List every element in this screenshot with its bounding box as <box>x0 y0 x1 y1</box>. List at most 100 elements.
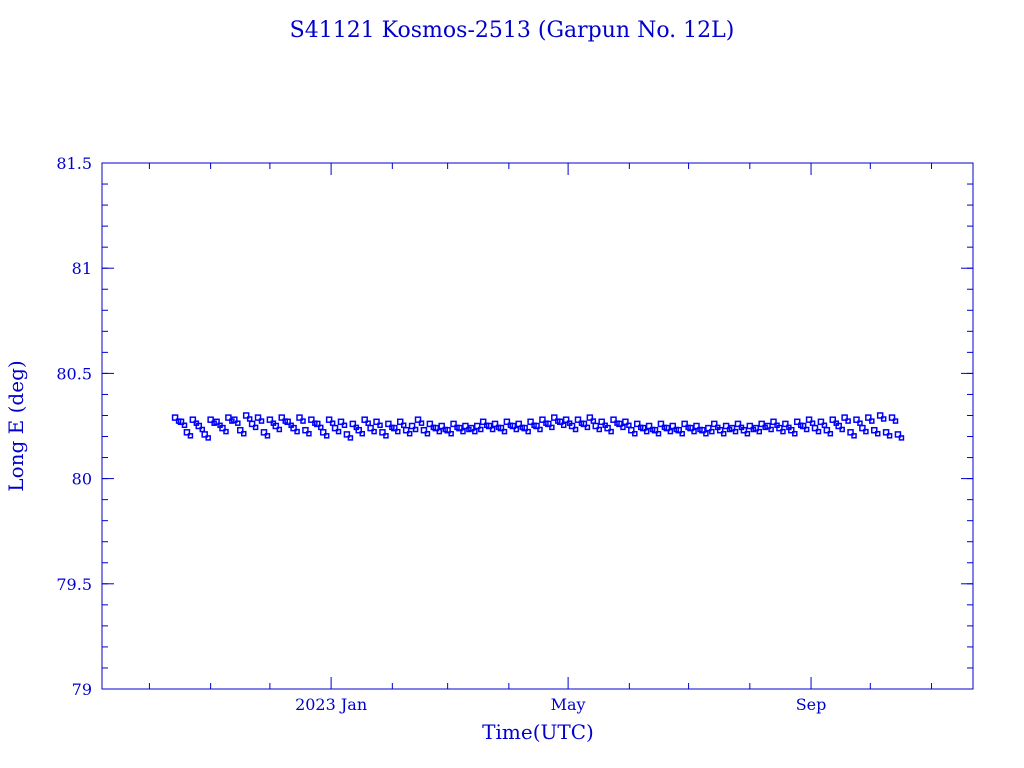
data-point <box>805 416 813 423</box>
data-point <box>793 418 801 426</box>
data-point <box>817 418 825 426</box>
data-point <box>610 416 617 423</box>
data-point <box>365 420 371 426</box>
data-point <box>432 424 440 432</box>
data-point <box>776 424 783 432</box>
data-point <box>728 424 736 432</box>
data-point <box>260 429 268 436</box>
data-point <box>628 426 635 434</box>
data-point <box>870 426 878 434</box>
data-point <box>258 418 265 424</box>
y-tick-label: 81.5 <box>56 154 92 173</box>
data-point <box>235 420 241 426</box>
data-point <box>302 426 309 434</box>
data-point <box>669 422 677 430</box>
data-point <box>592 422 600 430</box>
data-point <box>497 424 505 432</box>
data-point <box>361 416 368 423</box>
data-point <box>734 420 742 428</box>
data-point <box>545 420 552 428</box>
data-point <box>768 426 774 433</box>
data-point <box>420 426 428 434</box>
data-point <box>632 430 638 437</box>
data-point <box>276 426 283 433</box>
data-point <box>572 426 579 433</box>
data-point <box>608 428 614 435</box>
data-point <box>681 420 688 428</box>
data-point <box>574 416 582 423</box>
data-point <box>657 420 665 428</box>
data-point <box>732 428 739 435</box>
data-point <box>898 435 905 441</box>
x-tick-label: Sep <box>796 695 827 714</box>
data-point <box>331 424 339 432</box>
data-point <box>237 426 244 434</box>
data-point <box>799 422 807 430</box>
data-point <box>199 426 206 433</box>
data-point <box>703 430 709 437</box>
data-point <box>314 420 321 428</box>
data-point <box>851 433 857 439</box>
data-point <box>711 420 718 428</box>
data-point <box>709 428 715 435</box>
data-point <box>438 422 445 430</box>
data-point <box>811 424 819 432</box>
data-point <box>408 422 416 430</box>
data-point <box>383 433 389 439</box>
data-point <box>379 429 386 436</box>
data-point <box>869 418 875 424</box>
data-point <box>705 424 712 432</box>
data-point <box>456 424 463 432</box>
data-point <box>509 422 517 430</box>
data-point <box>744 430 751 437</box>
chart-title: S41121 Kosmos-2513 (Garpun No. 12L) <box>290 18 735 43</box>
data-point <box>424 430 431 437</box>
data-point <box>252 424 259 431</box>
data-point <box>485 422 493 430</box>
data-point <box>752 424 759 432</box>
data-point <box>746 422 754 430</box>
data-point <box>371 428 377 435</box>
data-point <box>367 424 374 432</box>
data-point <box>892 418 899 424</box>
data-point <box>171 414 179 421</box>
data-point <box>355 426 363 434</box>
data-point <box>857 420 863 426</box>
data-point <box>847 429 854 436</box>
y-tick-label: 80 <box>72 470 92 489</box>
data-point <box>604 424 611 432</box>
y-tick-label: 80.5 <box>56 364 92 383</box>
data-point <box>556 418 564 426</box>
data-point <box>596 426 603 433</box>
data-point <box>343 431 351 438</box>
data-point <box>468 424 475 432</box>
data-point <box>460 428 466 435</box>
data-point <box>478 426 484 433</box>
data-point <box>406 430 413 437</box>
data-point <box>675 426 682 434</box>
data-point <box>201 431 208 438</box>
data-point <box>533 422 540 430</box>
data-point <box>272 422 280 430</box>
data-point <box>679 430 685 437</box>
data-point <box>231 416 238 423</box>
data-point <box>537 426 543 433</box>
data-point <box>325 416 333 423</box>
data-point <box>284 418 291 426</box>
data-point <box>278 414 285 421</box>
data-point <box>400 422 407 429</box>
data-point <box>667 428 674 435</box>
data-point <box>616 420 623 428</box>
data-point <box>525 428 531 435</box>
data-point <box>183 429 191 436</box>
data-point <box>503 418 511 426</box>
data-point <box>448 430 454 437</box>
data-point <box>308 416 315 423</box>
data-point <box>829 416 837 423</box>
data-point <box>181 422 188 429</box>
data-point <box>691 428 697 435</box>
data-point <box>205 435 211 441</box>
data-point <box>189 416 197 423</box>
data-point <box>699 426 706 434</box>
